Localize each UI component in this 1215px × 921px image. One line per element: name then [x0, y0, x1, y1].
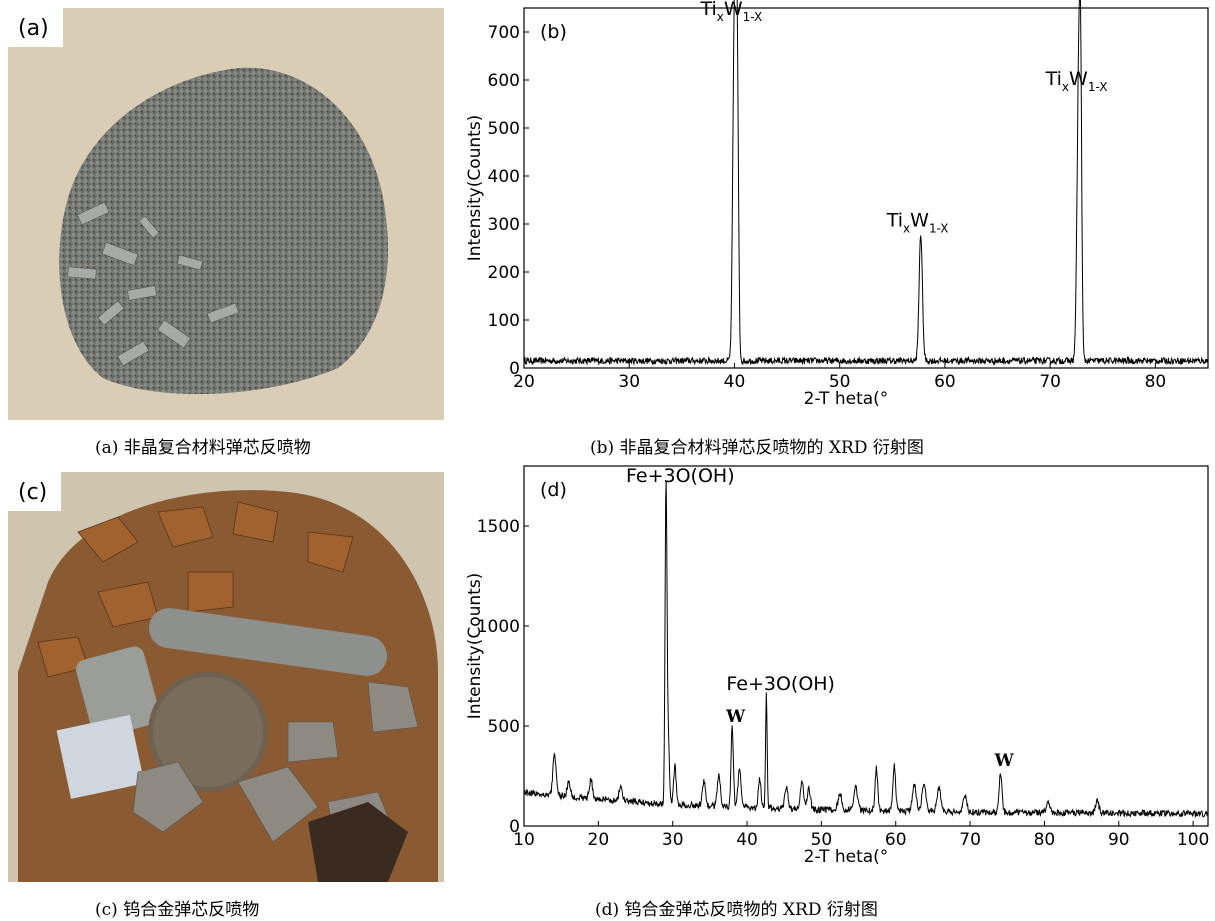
xrd-chart-d: 10 20 30 40 50 60 70 80 90 100 0 500 1000 1500 2-T het…	[446, 460, 1215, 890]
caption-c: (c) 钨合金弹芯反喷物	[95, 900, 260, 920]
x-tick-label: 30	[618, 372, 640, 392]
y-tick-label: 700	[488, 23, 520, 43]
caption-d: (d) 钨合金弹芯反喷物的 XRD 衍射图	[595, 900, 878, 920]
x-tick-label: 60	[934, 372, 956, 392]
y-tick-label: 0	[509, 817, 520, 837]
peak-annotation: W	[994, 751, 1015, 771]
x-axis-label: 2-T heta(°	[804, 847, 889, 867]
x-tick-label: 100	[1177, 830, 1209, 850]
plot-frame	[523, 7, 1209, 369]
y-tick-label: 500	[488, 717, 520, 737]
peak-annotation: TixW1-X	[886, 209, 949, 235]
x-tick-label: 90	[1108, 830, 1130, 850]
x-tick-label: 20	[513, 372, 535, 392]
caption-a: (a) 非晶复合材料弹芯反喷物	[95, 438, 311, 458]
y-tick-label: 200	[488, 263, 520, 283]
y-tick-label: 300	[488, 215, 520, 235]
chart-panel-label: (b)	[540, 21, 567, 43]
panel-label-c: (c)	[8, 472, 62, 511]
y-axis-label: Intensity(Counts)	[465, 115, 485, 262]
panel-label-a: (a)	[8, 8, 63, 47]
x-tick-label: 50	[829, 372, 851, 392]
debris-pile-image-c	[8, 472, 444, 882]
xrd-spectrum-line	[523, 480, 1209, 819]
x-tick-label: 40	[724, 372, 746, 392]
caption-b: (b) 非晶复合材料弹芯反喷物的 XRD 衍射图	[590, 438, 924, 458]
peak-annotation: TixW1-X	[1045, 68, 1108, 94]
peak-annotation: TixW1-X	[699, 0, 762, 24]
x-axis-label: 2-T heta(°	[804, 389, 889, 409]
xrd-spectrum-line	[523, 0, 1209, 366]
x-tick-label: 80	[1145, 372, 1167, 392]
y-tick-label: 1000	[477, 617, 520, 637]
peak-annotation: Fe+3O(OH)	[726, 673, 835, 695]
y-tick-label: 0	[509, 359, 520, 379]
chart-panel-label: (d)	[540, 479, 567, 501]
x-tick-label: 70	[959, 830, 981, 850]
plot-frame	[523, 465, 1209, 827]
y-tick-label: 400	[488, 167, 520, 187]
x-tick-label: 20	[588, 830, 610, 850]
xrd-chart-b-svg: 20 30 40 50 60 70 80 0 100 200 300 400 500 600 700 2-T …	[465, 0, 1209, 409]
peak-annotation: W	[725, 707, 746, 727]
x-tick-label: 40	[736, 830, 758, 850]
x-tick-label: 70	[1039, 372, 1061, 392]
y-tick-label: 1500	[477, 517, 520, 537]
x-tick-label: 80	[1034, 830, 1056, 850]
y-tick-label: 600	[488, 71, 520, 91]
xrd-chart-b: 20 30 40 50 60 70 80 0 100 200 300 400 500 600 700 2-T …	[446, 0, 1215, 420]
y-tick-label: 500	[488, 119, 520, 139]
x-tick-label: 50	[811, 830, 833, 850]
y-tick-label: 100	[488, 311, 520, 331]
peak-annotation: Fe+3O(OH)	[626, 465, 735, 487]
x-tick-label: 30	[662, 830, 684, 850]
photo-a-amorphous-debris: (a)	[8, 8, 444, 420]
debris-pile-image-a	[8, 8, 444, 420]
x-tick-label: 60	[885, 830, 907, 850]
x-tick-label: 10	[513, 830, 535, 850]
y-axis-label: Intensity(Counts)	[465, 573, 485, 720]
photo-c-tungsten-debris: (c)	[8, 472, 444, 882]
